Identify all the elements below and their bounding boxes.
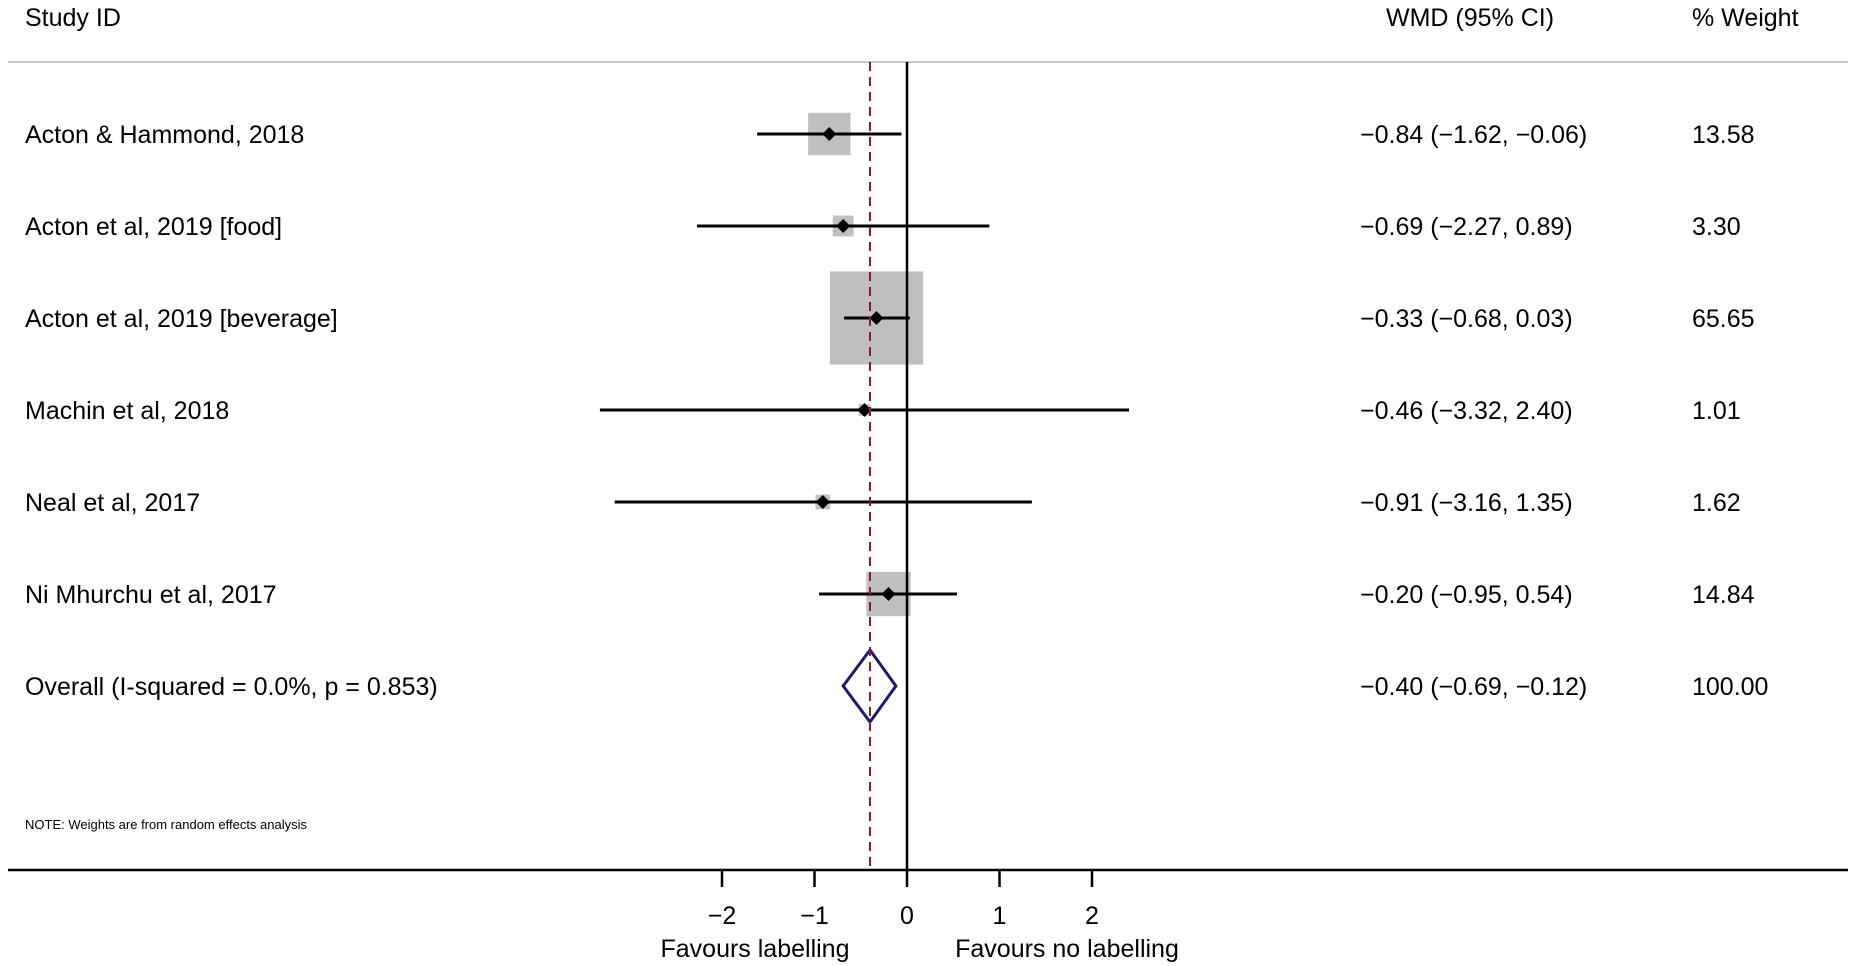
point-estimate [857,403,872,417]
overall-label: Overall (I-squared = 0.0%, p = 0.853) [25,673,438,701]
study-row: Machin et al, 2018 −0.46 (−3.32, 2.40) 1.0… [25,397,1741,425]
effect-ci-value: −0.46 (−3.32, 2.40) [1360,397,1573,425]
effect-ci-value: −0.69 (−2.27, 0.89) [1360,213,1573,241]
x-tick-label: 1 [993,902,1007,930]
study-label: Machin et al, 2018 [25,397,229,425]
study-label: Acton et al, 2019 [beverage] [25,305,338,333]
point-estimate [822,127,837,141]
x-axis-ticks: −2 −1 0 1 2 [708,870,1099,930]
study-row: Acton et al, 2019 [food] −0.69 (−2.27, 0.… [25,213,1741,241]
effect-ci-value: −0.20 (−0.95, 0.54) [1360,581,1573,609]
favours-right-label: Favours no labelling [955,935,1179,963]
effect-ci-value: −0.84 (−1.62, −0.06) [1360,121,1587,149]
point-estimate [881,587,896,601]
x-tick-label: 2 [1085,902,1099,930]
overall-weight-value: 100.00 [1692,673,1768,701]
point-estimate [869,311,884,325]
header-study-id: Study ID [25,4,121,32]
study-rows: Acton & Hammond, 2018 −0.84 (−1.62, −0.06… [25,112,1768,725]
study-row: Neal et al, 2017 −0.91 (−3.16, 1.35) 1.62 [25,489,1741,517]
weight-value: 65.65 [1692,305,1755,333]
x-tick-label: −1 [800,902,829,930]
weight-value: 1.62 [1692,489,1741,517]
study-label: Neal et al, 2017 [25,489,200,517]
header-percent-weight: % Weight [1692,4,1799,32]
point-estimate [836,219,851,233]
overall-row: Overall (I-squared = 0.0%, p = 0.853) −0.… [25,647,1768,725]
weight-value: 3.30 [1692,213,1741,241]
study-row: Acton et al, 2019 [beverage] −0.33 (−0.68… [25,271,1755,365]
weight-value: 14.84 [1692,581,1755,609]
point-estimate [815,495,830,509]
effect-ci-value: −0.33 (−0.68, 0.03) [1360,305,1573,333]
weights-note: NOTE: Weights are from random effects an… [25,817,308,832]
overall-ci-value: −0.40 (−0.69, −0.12) [1360,673,1587,701]
study-label: Acton et al, 2019 [food] [25,213,282,241]
favours-left-label: Favours labelling [661,935,850,963]
effect-ci-value: −0.91 (−3.16, 1.35) [1360,489,1573,517]
weight-value: 1.01 [1692,397,1741,425]
x-tick-label: −2 [708,902,737,930]
x-tick-label: 0 [900,902,914,930]
study-row: Ni Mhurchu et al, 2017 −0.20 (−0.95, 0.54… [25,571,1755,617]
weight-value: 13.58 [1692,121,1755,149]
study-label: Acton & Hammond, 2018 [25,121,304,149]
study-label: Ni Mhurchu et al, 2017 [25,581,277,609]
header-wmd-ci: WMD (95% CI) [1386,4,1554,32]
study-row: Acton & Hammond, 2018 −0.84 (−1.62, −0.06… [25,112,1755,156]
